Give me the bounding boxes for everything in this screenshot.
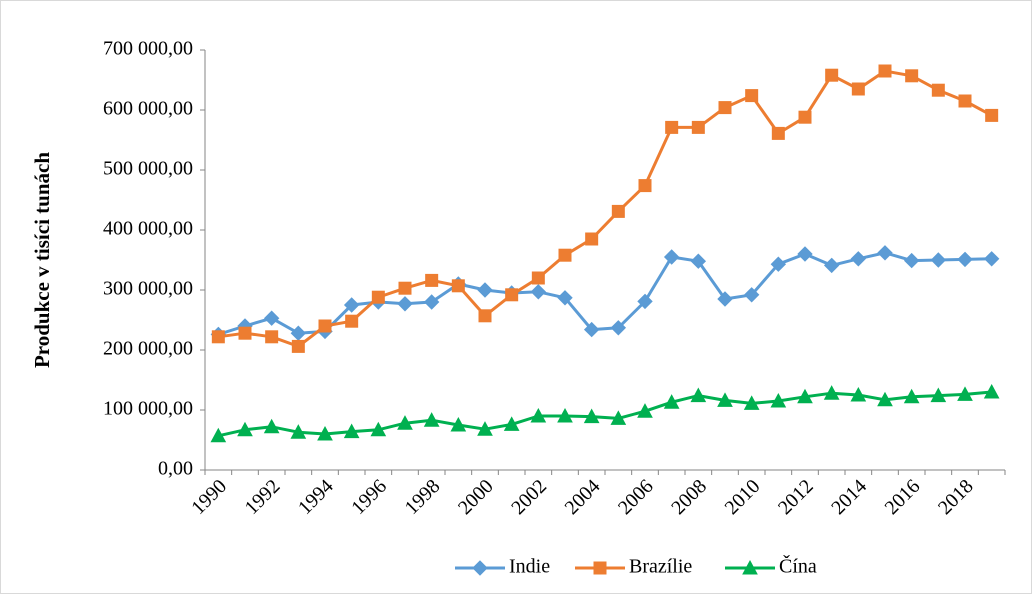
data-point (503, 416, 520, 431)
data-point (691, 120, 705, 134)
data-point (291, 339, 305, 353)
data-point (345, 314, 359, 328)
data-point (797, 388, 813, 404)
data-point (585, 232, 599, 246)
legend-marker (472, 560, 488, 576)
data-point (557, 290, 573, 306)
y-tick-label: 700 000,00 (103, 38, 193, 60)
data-point (877, 245, 893, 261)
legend-marker (593, 561, 607, 575)
data-point (717, 291, 733, 307)
data-point (930, 252, 947, 268)
data-point (958, 94, 972, 108)
legend-label: Čína (779, 554, 817, 578)
data-point (423, 294, 440, 310)
data-point (211, 330, 225, 344)
data-point (771, 126, 785, 140)
data-point (663, 249, 680, 265)
data-point (370, 421, 387, 437)
data-point (477, 421, 493, 436)
data-point (371, 290, 385, 304)
data-point (531, 271, 545, 285)
data-point (983, 251, 1000, 267)
data-point (745, 89, 759, 103)
data-point (343, 297, 360, 313)
data-point (931, 83, 945, 97)
data-point (957, 386, 973, 401)
data-point (903, 252, 920, 269)
data-point (905, 69, 919, 83)
data-point (290, 424, 307, 439)
y-tick-label: 400 000,00 (103, 218, 193, 240)
data-point (770, 256, 787, 272)
data-point (665, 120, 679, 134)
data-point (263, 310, 280, 326)
data-point (825, 68, 839, 82)
data-point (637, 403, 653, 418)
data-point (985, 108, 999, 122)
data-point (583, 408, 600, 424)
data-point (798, 110, 812, 124)
y-axis-label: Produkce v tisíci tunách (30, 152, 54, 368)
y-tick-label: 300 000,00 (103, 278, 193, 300)
data-point (823, 385, 840, 400)
data-point (425, 273, 439, 287)
data-point (398, 281, 412, 295)
data-point (237, 421, 253, 437)
data-point (690, 387, 707, 403)
data-point (637, 293, 653, 310)
data-point (690, 253, 707, 269)
data-point (343, 423, 360, 439)
data-point (930, 387, 947, 403)
data-point (717, 392, 733, 407)
data-point (957, 251, 973, 268)
data-point (663, 394, 680, 409)
data-point (557, 407, 573, 423)
data-point (877, 391, 893, 407)
data-point (878, 64, 892, 78)
data-point (478, 309, 492, 323)
y-tick-label: 0,00 (158, 458, 193, 480)
data-point (850, 251, 867, 267)
data-point (477, 282, 493, 298)
data-point (610, 320, 627, 336)
data-point (823, 257, 840, 274)
data-point (317, 425, 333, 441)
data-point (770, 392, 787, 408)
data-point (558, 248, 572, 262)
data-point (797, 246, 813, 262)
data-point (638, 179, 652, 193)
data-point (718, 101, 732, 115)
legend-label: Brazílie (629, 556, 692, 578)
data-point (423, 412, 440, 427)
data-point (451, 279, 465, 293)
data-point (903, 388, 920, 404)
data-point (210, 427, 227, 443)
data-point (505, 288, 519, 302)
y-tick-label: 500 000,00 (103, 158, 193, 180)
data-point (263, 418, 280, 434)
y-tick-label: 600 000,00 (103, 98, 193, 120)
data-point (610, 410, 627, 425)
data-point (265, 330, 279, 344)
data-point (743, 287, 760, 303)
data-point (851, 82, 865, 96)
legend-marker (742, 559, 758, 575)
data-point (530, 407, 547, 423)
data-point (743, 395, 760, 410)
legend-label: Indie (509, 556, 550, 578)
data-point (238, 326, 252, 340)
data-point (983, 383, 1000, 399)
y-tick-label: 200 000,00 (103, 338, 193, 360)
data-point (611, 204, 625, 218)
data-point (397, 415, 413, 430)
data-point (397, 296, 413, 312)
y-tick-label: 100 000,00 (103, 398, 193, 420)
data-point (530, 284, 547, 300)
data-point (850, 386, 867, 402)
data-point (450, 416, 467, 432)
data-point (583, 321, 600, 338)
data-point (318, 319, 332, 333)
